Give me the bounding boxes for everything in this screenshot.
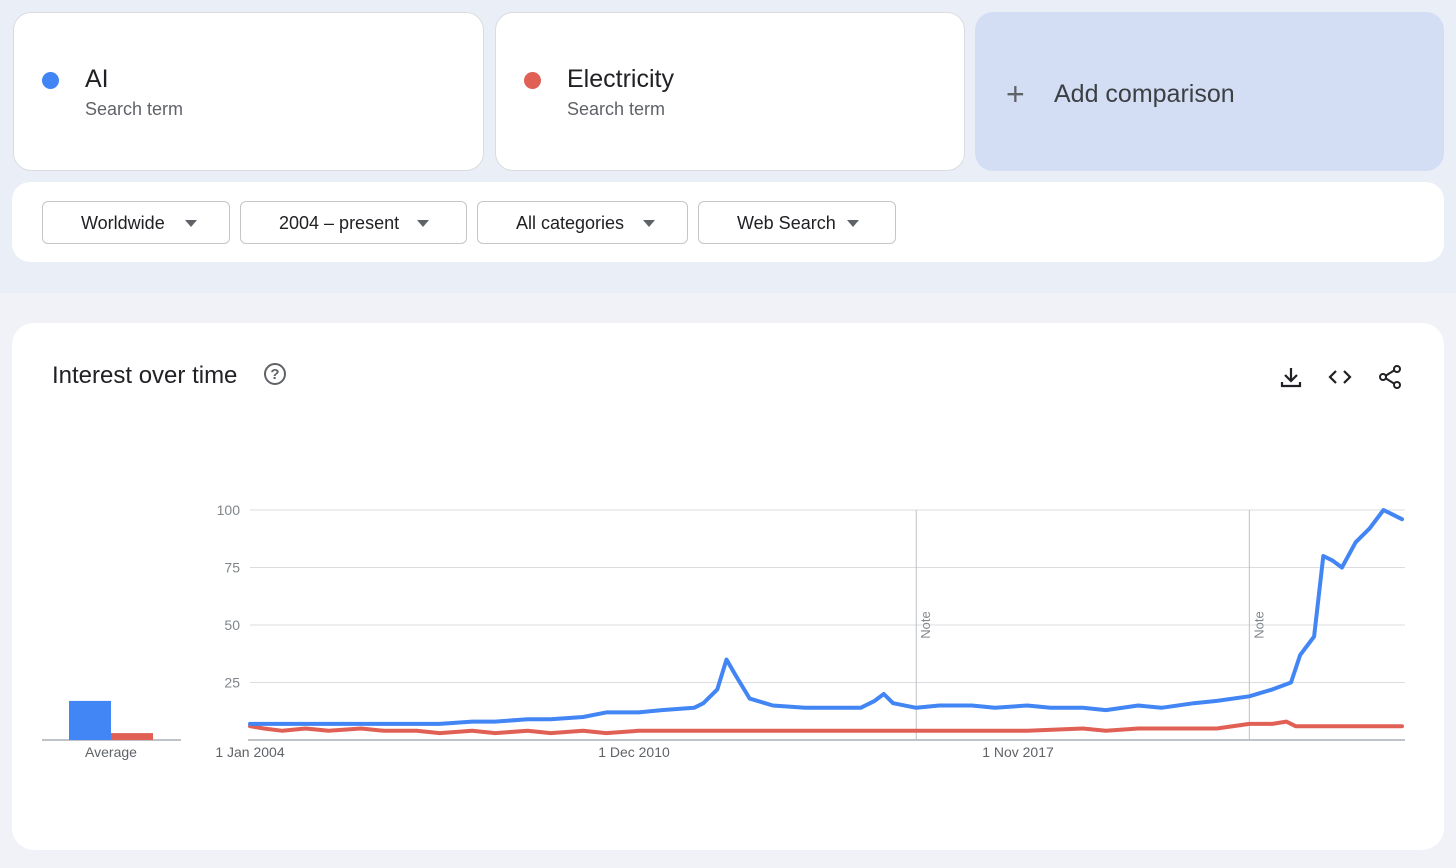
interest-over-time-card xyxy=(12,323,1444,850)
chart-notes: Note Note xyxy=(915,510,1266,740)
download-icon[interactable] xyxy=(1278,364,1304,390)
embed-code-icon[interactable] xyxy=(1327,364,1353,390)
x-tick-label: 1 Dec 2010 xyxy=(598,744,670,760)
caret-down-icon xyxy=(417,220,429,227)
y-tick-label: 50 xyxy=(224,617,240,633)
electricity-series-dot-icon xyxy=(524,72,541,89)
term-sublabel-ai: Search term xyxy=(85,99,184,119)
help-icon[interactable]: ? xyxy=(264,363,286,385)
search-type-filter-dropdown[interactable]: Web Search xyxy=(698,201,896,244)
add-comparison-button[interactable] xyxy=(975,12,1444,171)
add-comparison-label: Add comparison xyxy=(1054,80,1235,108)
y-tick-label: 100 xyxy=(217,502,241,518)
region-filter-dropdown[interactable]: Worldwide xyxy=(42,201,230,244)
term-sublabel-electricity: Search term xyxy=(567,99,666,119)
term-card-ai[interactable] xyxy=(13,12,484,171)
plus-icon: + xyxy=(1006,76,1025,112)
region-filter-label: Worldwide xyxy=(81,213,165,233)
term-name-electricity[interactable]: Electricity xyxy=(567,65,674,93)
series-line-electricity xyxy=(248,719,1404,736)
share-icon[interactable] xyxy=(1377,364,1403,390)
series-lines xyxy=(248,508,1404,736)
caret-down-icon xyxy=(185,220,197,227)
chart-title: Interest over time xyxy=(52,362,238,389)
average-bar-electricity xyxy=(111,733,153,740)
y-tick-label: 25 xyxy=(224,675,240,691)
ai-series-dot-icon xyxy=(42,72,59,89)
term-card-electricity[interactable] xyxy=(495,12,965,171)
y-tick-label: 75 xyxy=(224,560,240,576)
average-label: Average xyxy=(85,744,137,760)
term-name-ai[interactable]: AI xyxy=(85,65,109,93)
x-tick-label: 1 Nov 2017 xyxy=(982,744,1054,760)
search-type-filter-label: Web Search xyxy=(737,213,836,233)
caret-down-icon xyxy=(643,220,655,227)
category-filter-dropdown[interactable]: All categories xyxy=(477,201,688,244)
time-range-filter-dropdown[interactable]: 2004 – present xyxy=(240,201,467,244)
note-label: Note xyxy=(918,611,933,638)
time-range-filter-label: 2004 – present xyxy=(279,213,400,233)
caret-down-icon xyxy=(847,220,859,227)
note-label: Note xyxy=(1251,611,1266,638)
x-tick-label: 1 Jan 2004 xyxy=(215,744,284,760)
series-line-ai xyxy=(248,508,1404,726)
axis-labels: 25 50 75 100 1 Jan 2004 1 Dec 2010 1 Nov 2017 xyxy=(215,502,1054,760)
y-gridlines xyxy=(248,509,1405,741)
average-bar-ai xyxy=(69,700,111,740)
average-bars: Average xyxy=(42,700,181,760)
category-filter-label: All categories xyxy=(516,213,625,233)
